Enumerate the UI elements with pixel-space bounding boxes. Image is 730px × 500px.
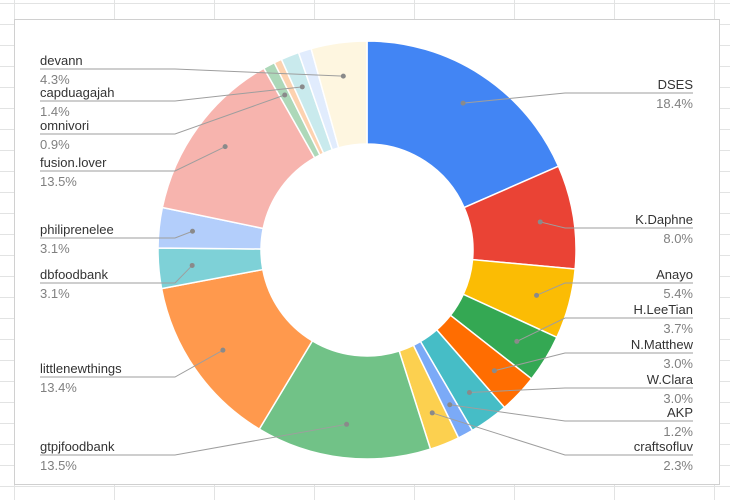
value-label-anayo: 5.4% bbox=[663, 286, 693, 301]
leader-line-dbfoodbank bbox=[40, 265, 193, 284]
leader-line-dses bbox=[463, 92, 693, 104]
label-akp: AKP bbox=[667, 405, 693, 420]
label-dses: DSES bbox=[658, 77, 694, 92]
value-label-dbfoodbank: 3.1% bbox=[40, 286, 70, 301]
value-label-omnivori: 0.9% bbox=[40, 137, 70, 152]
label-h-leetian: H.LeeTian bbox=[634, 302, 694, 317]
leader-line-k-daphne bbox=[540, 221, 693, 229]
value-label-littlenewthings: 13.4% bbox=[40, 380, 77, 395]
leader-line-h-leetian bbox=[516, 317, 693, 342]
leader-dot-fusion-lover bbox=[222, 144, 228, 150]
leader-line-craftsofluv bbox=[432, 412, 693, 456]
label-omnivori: omnivori bbox=[40, 118, 89, 133]
leader-line-littlenewthings bbox=[40, 349, 224, 378]
label-craftsofluv: craftsofluv bbox=[634, 439, 694, 454]
leader-dot-dses bbox=[460, 100, 466, 106]
label-n-matthew: N.Matthew bbox=[631, 337, 694, 352]
leader-dot-w-clara bbox=[466, 390, 472, 396]
value-label-k-daphne: 8.0% bbox=[663, 231, 693, 246]
value-label-capduagajah: 1.4% bbox=[40, 104, 70, 119]
value-label-dses: 18.4% bbox=[656, 96, 693, 111]
label-anayo: Anayo bbox=[656, 267, 693, 282]
leader-dot-craftsofluv bbox=[429, 410, 435, 416]
leader-line-anayo bbox=[536, 282, 693, 296]
label-capduagajah: capduagajah bbox=[40, 85, 114, 100]
leader-line-gtpjfoodbank bbox=[40, 423, 347, 456]
value-label-fusion-lover: 13.5% bbox=[40, 174, 77, 189]
leader-line-devann bbox=[40, 68, 344, 77]
leader-dot-anayo bbox=[534, 292, 540, 298]
label-devann: devann bbox=[40, 53, 83, 68]
value-label-craftsofluv: 2.3% bbox=[663, 458, 693, 473]
label-littlenewthings: littlenewthings bbox=[40, 361, 122, 376]
leader-dot-devann bbox=[340, 73, 346, 79]
chart-container[interactable]: DSES 18.4% K.Daphne 8.0% Anayo 5.4% H.LeeTian 3… bbox=[14, 19, 720, 485]
leader-line-w-clara bbox=[469, 387, 693, 393]
value-label-akp: 1.2% bbox=[663, 424, 693, 439]
label-philiprenelee: philiprenelee bbox=[40, 222, 114, 237]
leader-dot-omnivori bbox=[282, 92, 288, 98]
leader-dot-n-matthew bbox=[491, 368, 497, 374]
leader-line-philiprenelee bbox=[40, 230, 193, 239]
value-label-n-matthew: 3.0% bbox=[663, 356, 693, 371]
leader-line-omnivori bbox=[40, 94, 285, 135]
value-label-devann: 4.3% bbox=[40, 72, 70, 87]
leader-line-n-matthew bbox=[494, 352, 693, 372]
label-gtpjfoodbank: gtpjfoodbank bbox=[40, 439, 115, 454]
leader-dot-h-leetian bbox=[514, 338, 520, 344]
leader-dot-littlenewthings bbox=[220, 347, 226, 353]
leader-line-akp bbox=[449, 404, 693, 422]
label-k-daphne: K.Daphne bbox=[635, 212, 693, 227]
leader-dot-akp bbox=[447, 402, 453, 408]
value-label-gtpjfoodbank: 13.5% bbox=[40, 458, 77, 473]
slice-dses bbox=[366, 40, 560, 209]
label-fusion-lover: fusion.lover bbox=[40, 155, 107, 170]
value-label-h-leetian: 3.7% bbox=[663, 321, 693, 336]
label-w-clara: W.Clara bbox=[647, 372, 694, 387]
leader-dot-dbfoodbank bbox=[189, 262, 195, 268]
donut-chart: DSES 18.4% K.Daphne 8.0% Anayo 5.4%H.LeeTian 3… bbox=[40, 40, 694, 473]
leader-dot-gtpjfoodbank bbox=[344, 421, 350, 427]
leader-dot-philiprenelee bbox=[190, 228, 196, 234]
leader-dot-capduagajah bbox=[299, 84, 305, 90]
leader-dot-k-daphne bbox=[537, 219, 543, 225]
value-label-philiprenelee: 3.1% bbox=[40, 241, 70, 256]
leader-line-capduagajah bbox=[40, 86, 303, 102]
slice-devann bbox=[310, 40, 368, 149]
leader-line-fusion-lover bbox=[40, 146, 226, 172]
label-dbfoodbank: dbfoodbank bbox=[40, 267, 108, 282]
value-label-w-clara: 3.0% bbox=[663, 391, 693, 406]
